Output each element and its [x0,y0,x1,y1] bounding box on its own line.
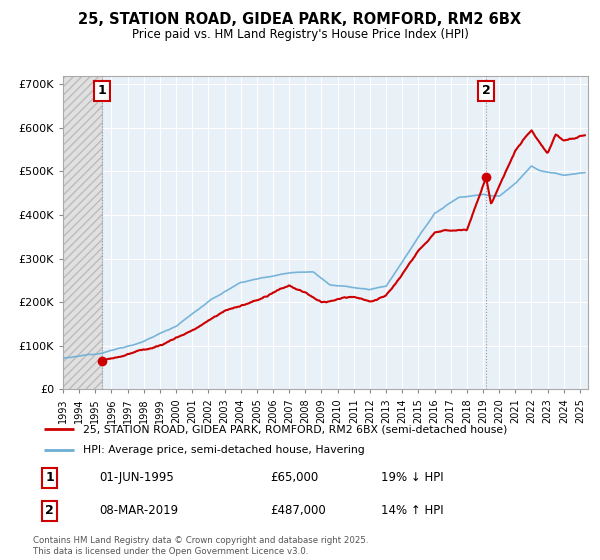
Text: 2: 2 [45,504,54,517]
Text: Contains HM Land Registry data © Crown copyright and database right 2025.
This d: Contains HM Land Registry data © Crown c… [33,536,368,556]
Text: 25, STATION ROAD, GIDEA PARK, ROMFORD, RM2 6BX: 25, STATION ROAD, GIDEA PARK, ROMFORD, R… [79,12,521,27]
Text: 1: 1 [98,85,106,97]
Text: 14% ↑ HPI: 14% ↑ HPI [381,504,443,517]
Text: 08-MAR-2019: 08-MAR-2019 [99,504,178,517]
Text: Price paid vs. HM Land Registry's House Price Index (HPI): Price paid vs. HM Land Registry's House … [131,28,469,41]
Text: £487,000: £487,000 [271,504,326,517]
Bar [63,76,102,389]
Text: HPI: Average price, semi-detached house, Havering: HPI: Average price, semi-detached house,… [83,445,364,455]
Text: 1: 1 [45,471,54,484]
Text: 2: 2 [482,85,490,97]
Text: 01-JUN-1995: 01-JUN-1995 [99,471,174,484]
Text: 19% ↓ HPI: 19% ↓ HPI [381,471,443,484]
Text: £65,000: £65,000 [271,471,319,484]
Text: 25, STATION ROAD, GIDEA PARK, ROMFORD, RM2 6BX (semi-detached house): 25, STATION ROAD, GIDEA PARK, ROMFORD, R… [83,424,507,435]
